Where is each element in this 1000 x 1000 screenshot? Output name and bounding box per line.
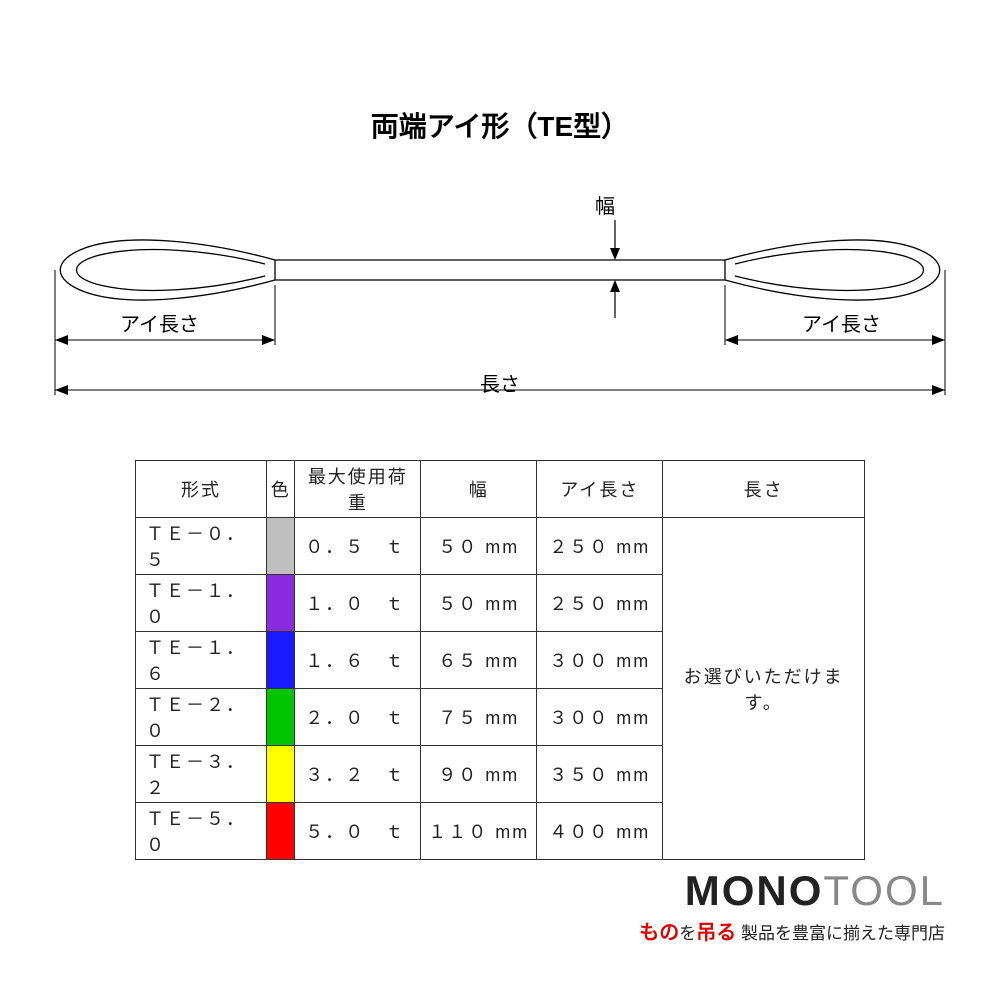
page-title: 両端アイ形（TE型） [0, 105, 1000, 145]
cell-color [267, 632, 295, 689]
cell-eye: ２５０ mm [537, 575, 663, 632]
spec-table: 形式 色 最大使用荷重 幅 アイ長さ 長さ ＴＥ－０．５ ０．５ ｔ５０ mm２５… [135, 460, 865, 860]
cell-length-note: お選びいただけます。 [663, 518, 865, 860]
logo-tool: TOOL [823, 867, 945, 914]
logo-rest: 製品を豊富に揃えた専門店 [736, 924, 945, 943]
cell-color [267, 518, 295, 575]
logo-main: MONOTOOL [639, 870, 945, 912]
cell-width: ６５ mm [421, 632, 537, 689]
cell-model: ＴＥ－１．６ [136, 632, 267, 689]
th-length: 長さ [663, 461, 865, 518]
cell-load: ３．２ ｔ [295, 746, 421, 803]
color-swatch [267, 575, 294, 631]
cell-width: １１０ mm [421, 803, 537, 860]
length-label: 長さ [480, 368, 520, 397]
cell-model: ＴＥ－３．２ [136, 746, 267, 803]
cell-eye: ３００ mm [537, 632, 663, 689]
page: 両端アイ形（TE型） [0, 0, 1000, 1000]
cell-color [267, 746, 295, 803]
th-width: 幅 [421, 461, 537, 518]
cell-width: ７５ mm [421, 689, 537, 746]
th-load: 最大使用荷重 [295, 461, 421, 518]
cell-width: ５０ mm [421, 518, 537, 575]
cell-eye: ４００ mm [537, 803, 663, 860]
logo-mid: を [679, 924, 696, 943]
th-model: 形式 [136, 461, 267, 518]
color-swatch [267, 518, 294, 574]
cell-model: ＴＥ－１．０ [136, 575, 267, 632]
spec-table-area: 形式 色 最大使用荷重 幅 アイ長さ 長さ ＴＥ－０．５ ０．５ ｔ５０ mm２５… [135, 460, 865, 860]
sling-diagram: 幅 アイ長さ アイ長さ 長さ [40, 190, 960, 410]
cell-load: ２．０ ｔ [295, 689, 421, 746]
logo-mono: MONO [685, 867, 824, 914]
th-eye: アイ長さ [537, 461, 663, 518]
table-row: ＴＥ－０．５０．５ ｔ５０ mm２５０ mmお選びいただけます。 [136, 518, 865, 575]
color-swatch [267, 746, 294, 802]
cell-color [267, 803, 295, 860]
th-color: 色 [267, 461, 295, 518]
cell-load: １．０ ｔ [295, 575, 421, 632]
cell-load: ５．０ ｔ [295, 803, 421, 860]
eye-length-label-left: アイ長さ [120, 308, 199, 337]
logo-accent-2: 吊る [696, 922, 736, 944]
eye-length-label-right: アイ長さ [802, 308, 881, 337]
color-swatch [267, 803, 294, 859]
logo-tagline: ものを吊る 製品を豊富に揃えた専門店 [639, 916, 945, 945]
width-label: 幅 [595, 190, 615, 219]
cell-model: ＴＥ－０．５ [136, 518, 267, 575]
cell-eye: ３５０ mm [537, 746, 663, 803]
logo-accent-1: もの [639, 922, 679, 944]
cell-eye: ２５０ mm [537, 518, 663, 575]
table-header-row: 形式 色 最大使用荷重 幅 アイ長さ 長さ [136, 461, 865, 518]
cell-width: ９０ mm [421, 746, 537, 803]
cell-model: ＴＥ－２．０ [136, 689, 267, 746]
color-swatch [267, 689, 294, 745]
cell-color [267, 689, 295, 746]
brand-logo: MONOTOOL ものを吊る 製品を豊富に揃えた専門店 [639, 870, 945, 945]
color-swatch [267, 632, 294, 688]
cell-width: ５０ mm [421, 575, 537, 632]
cell-color [267, 575, 295, 632]
cell-load: １．６ ｔ [295, 632, 421, 689]
cell-model: ＴＥ－５．０ [136, 803, 267, 860]
cell-eye: ３００ mm [537, 689, 663, 746]
cell-load: ０．５ ｔ [295, 518, 421, 575]
